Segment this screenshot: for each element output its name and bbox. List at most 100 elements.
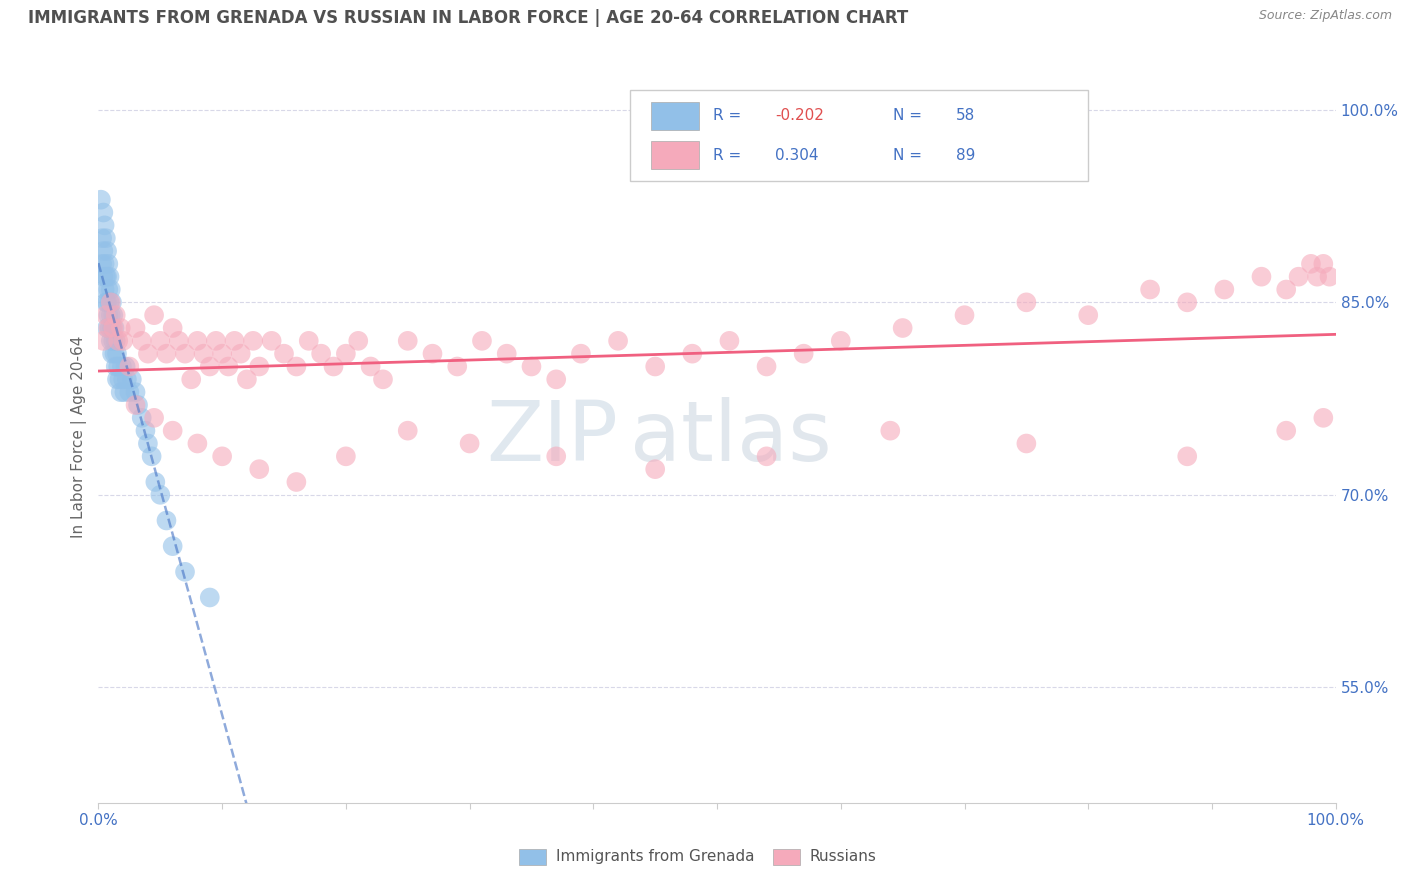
Point [143,308,166,322]
Point [108,372,131,386]
Point [396,334,419,348]
Point [94,308,117,322]
Point [112,334,135,348]
Point [98,295,121,310]
Text: Immigrants from Grenada: Immigrants from Grenada [557,848,755,863]
Point [97,321,120,335]
Point [97,283,120,297]
Point [260,334,283,348]
Point [224,334,246,348]
Point [124,385,146,400]
Point [149,334,172,348]
Point [98,321,121,335]
Point [112,385,135,400]
Point [1312,410,1334,425]
Text: -0.202: -0.202 [775,109,824,123]
Point [162,424,184,438]
Point [180,372,202,386]
Point [217,359,239,374]
Point [322,359,344,374]
Text: 0.304: 0.304 [775,148,818,163]
Point [93,334,115,348]
Point [371,372,394,386]
Point [93,283,115,297]
Point [112,372,135,386]
Point [1077,308,1099,322]
Point [285,475,308,489]
Bar [773,849,800,865]
Point [93,219,115,233]
Bar [651,102,699,130]
Point [100,334,122,348]
Point [569,346,592,360]
Text: R =: R = [713,109,747,123]
Point [131,334,153,348]
Point [110,321,132,335]
Point [96,269,118,284]
Point [1139,283,1161,297]
Text: N =: N = [893,148,927,163]
Point [98,269,121,284]
Point [115,372,138,386]
Point [1175,450,1198,464]
Point [107,334,129,348]
Text: N =: N = [893,109,927,123]
Point [1299,257,1322,271]
Point [101,295,124,310]
Point [94,231,117,245]
Point [121,372,143,386]
Point [347,334,370,348]
Text: atlas: atlas [630,397,832,477]
Point [155,514,177,528]
Point [100,308,122,322]
Point [211,450,233,464]
Point [136,346,159,360]
Text: 89: 89 [956,148,976,163]
Point [107,359,129,374]
Point [1306,269,1329,284]
Point [104,308,127,322]
Point [149,488,172,502]
Point [953,308,976,322]
Point [830,334,852,348]
Point [242,334,264,348]
Point [360,359,382,374]
Point [105,346,128,360]
Point [124,398,146,412]
Point [111,359,134,374]
Text: ZIP: ZIP [486,397,619,477]
Point [1312,257,1334,271]
Point [298,334,321,348]
Point [1288,269,1310,284]
Point [247,359,270,374]
Point [167,334,190,348]
Point [96,321,118,335]
Point [1015,295,1038,310]
Point [93,244,115,258]
Point [118,385,141,400]
Text: 58: 58 [956,109,976,123]
Point [644,462,666,476]
Point [100,283,122,297]
Point [104,359,127,374]
Point [755,359,778,374]
Point [100,295,122,310]
Point [1275,424,1298,438]
Point [103,308,125,322]
Point [1319,269,1341,284]
Point [273,346,295,360]
Point [114,359,136,374]
Point [162,321,184,335]
Bar [651,141,699,169]
Point [193,346,215,360]
Point [236,372,259,386]
Point [131,410,153,425]
Point [91,231,114,245]
Point [96,244,118,258]
Point [127,398,149,412]
Point [1015,436,1038,450]
Point [335,450,357,464]
Point [136,436,159,450]
Text: Source: ZipAtlas.com: Source: ZipAtlas.com [1258,9,1392,22]
Point [1275,283,1298,297]
